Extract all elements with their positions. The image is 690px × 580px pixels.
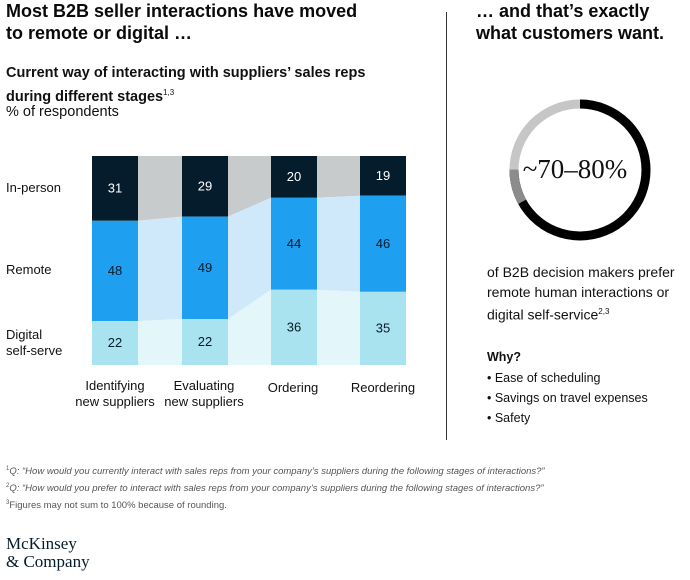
- bar-segment-in-person: [271, 156, 317, 198]
- share-ring: [509, 99, 651, 241]
- value-label-in-person: 31: [108, 180, 122, 195]
- footnote: 1Q: “How would you currently interact wi…: [6, 462, 686, 479]
- value-label-digital-self-serve: 35: [376, 320, 390, 335]
- category-label-reordering: Reordering: [333, 380, 433, 396]
- stat-description-line: remote human interactions or: [487, 284, 670, 300]
- why-item: • Savings on travel expenses: [487, 391, 648, 405]
- footnote-text: Q: “How would you prefer to interact wit…: [9, 483, 544, 495]
- ring-range-marker: [509, 99, 651, 241]
- right-headline: … and that’s exactly what customers want…: [476, 0, 686, 44]
- connector-in-person: [228, 156, 271, 217]
- footnote: 2Q: “How would you prefer to interact wi…: [6, 479, 686, 496]
- why-title: Why?: [487, 350, 522, 364]
- bar-segment-in-person: [92, 156, 138, 221]
- category-label-line: new suppliers: [164, 394, 244, 409]
- chart-subtitle-line: during different stages1,3: [6, 83, 436, 107]
- row-label-line: Digital: [6, 327, 43, 342]
- footnotes: 1Q: “How would you currently interact wi…: [6, 462, 686, 513]
- right-headline-line: … and that’s exactly: [476, 1, 650, 21]
- chart-subtitle-text: during different stages: [6, 88, 164, 105]
- row-label-line: Remote: [6, 262, 52, 277]
- category-label-line: Evaluating: [173, 378, 235, 393]
- bar-segment-remote: [360, 195, 406, 292]
- stat-description: of B2B decision makers prefer remote hum…: [487, 262, 690, 325]
- chart-subtitle-line: Current way of interacting with supplier…: [6, 65, 366, 81]
- value-label-digital-self-serve: 22: [108, 335, 122, 350]
- value-label-digital-self-serve: 22: [198, 334, 212, 349]
- row-label-digital-self-serve: Digital self-serve: [6, 327, 62, 359]
- category-label-line: new suppliers: [75, 394, 155, 409]
- bar-segment-digital-self-serve: [92, 321, 138, 365]
- connector-remote: [317, 195, 360, 292]
- bar-segment-in-person: [360, 156, 406, 196]
- bar-segment-remote: [271, 197, 317, 290]
- category-label-line: Reordering: [350, 380, 416, 395]
- category-label-line: Ordering: [267, 380, 319, 395]
- footnote-text: Figures may not sum to 100% because of r…: [9, 500, 227, 512]
- right-headline-line: what customers want.: [476, 23, 665, 43]
- value-label-remote: 46: [376, 236, 390, 251]
- stacked-bar-chart: 31 48 22 29 49 22 20 44 36 19 46 35: [92, 156, 406, 365]
- row-label-in-person: In-person: [6, 180, 61, 196]
- stat-description-line: digital self-service2,3: [487, 302, 690, 325]
- bar-segment-remote: [182, 216, 228, 320]
- connector-digital-self-serve: [317, 289, 360, 365]
- value-label-in-person: 20: [287, 169, 301, 184]
- footnote-text: Q: “How would you currently interact wit…: [9, 466, 545, 478]
- why-item: • Safety: [487, 411, 531, 425]
- left-headline-line: Most B2B seller interactions have moved: [6, 1, 358, 21]
- value-label-in-person: 29: [198, 178, 212, 193]
- why-item: • Ease of scheduling: [487, 371, 601, 385]
- footnote-mark: 2: [6, 483, 10, 490]
- left-headline: Most B2B seller interactions have moved …: [6, 0, 436, 44]
- connector-remote: [138, 216, 182, 322]
- footnote-marker: 1,3: [163, 88, 175, 97]
- footnote-mark: 1: [6, 466, 10, 472]
- row-label-line: In-person: [6, 180, 61, 195]
- category-label-line: Identifying: [85, 378, 145, 393]
- bar-group: 19 46 35: [360, 156, 406, 365]
- panel-divider: [446, 12, 447, 440]
- left-headline-line: to remote or digital …: [6, 23, 193, 43]
- row-label-remote: Remote: [6, 262, 52, 278]
- stat-description-line: of B2B decision makers prefer: [487, 264, 675, 280]
- bar-segment-digital-self-serve: [271, 289, 317, 365]
- bar-segment-digital-self-serve: [360, 291, 406, 365]
- logo-line: & Company: [6, 552, 90, 571]
- value-label-remote: 44: [287, 236, 301, 251]
- bar-segment-remote: [92, 220, 138, 322]
- logo-line: McKinsey: [6, 534, 77, 553]
- mckinsey-logo: McKinsey & Company: [6, 535, 90, 571]
- connector-in-person: [138, 156, 182, 221]
- bar-segment-digital-self-serve: [182, 319, 228, 365]
- connector-in-person: [317, 156, 360, 198]
- footnote: 3Figures may not sum to 100% because of …: [6, 496, 686, 513]
- value-label-remote: 48: [108, 263, 122, 278]
- value-label-in-person: 19: [376, 168, 390, 183]
- category-label-identifying: Identifying new suppliers: [65, 378, 165, 410]
- unit-label: % of respondents: [6, 104, 119, 120]
- bar-group: 31 48 22: [92, 156, 138, 365]
- category-label-evaluating: Evaluating new suppliers: [154, 378, 254, 410]
- category-label-ordering: Ordering: [243, 380, 343, 396]
- connector-group: [138, 156, 360, 365]
- connector-digital-self-serve: [228, 289, 271, 365]
- bar-segment-in-person: [182, 156, 228, 217]
- stat-description-text: digital self-service: [487, 306, 599, 323]
- footnote-marker: 2,3: [598, 307, 610, 316]
- bar-group: 29 49 22: [182, 156, 228, 365]
- row-label-line: self-serve: [6, 343, 63, 358]
- connector-digital-self-serve: [138, 319, 182, 365]
- footnote-mark: 3: [6, 500, 10, 507]
- why-list: • Ease of scheduling • Savings on travel…: [487, 368, 648, 428]
- connector-remote: [228, 197, 271, 320]
- value-label-digital-self-serve: 36: [287, 319, 301, 334]
- bar-group: 20 44 36: [271, 156, 317, 365]
- chart-subtitle: Current way of interacting with supplier…: [6, 64, 436, 107]
- big-stat: ~70–80%: [522, 154, 628, 184]
- value-label-remote: 49: [198, 260, 212, 275]
